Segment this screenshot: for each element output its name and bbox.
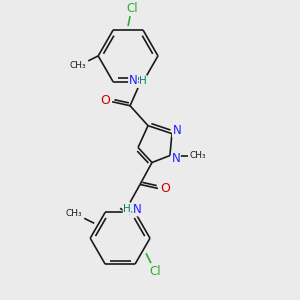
Text: CH₃: CH₃ (70, 61, 87, 70)
Text: CH₃: CH₃ (66, 209, 82, 218)
Text: H: H (139, 76, 147, 86)
Text: N: N (133, 203, 141, 216)
Text: O: O (160, 182, 170, 195)
Text: N: N (129, 74, 137, 87)
Text: Cl: Cl (149, 265, 161, 278)
Text: O: O (100, 94, 110, 107)
Text: Cl: Cl (126, 2, 138, 15)
Text: N: N (172, 124, 181, 137)
Text: H: H (123, 204, 131, 214)
Text: N: N (172, 152, 180, 165)
Text: CH₃: CH₃ (190, 151, 206, 160)
